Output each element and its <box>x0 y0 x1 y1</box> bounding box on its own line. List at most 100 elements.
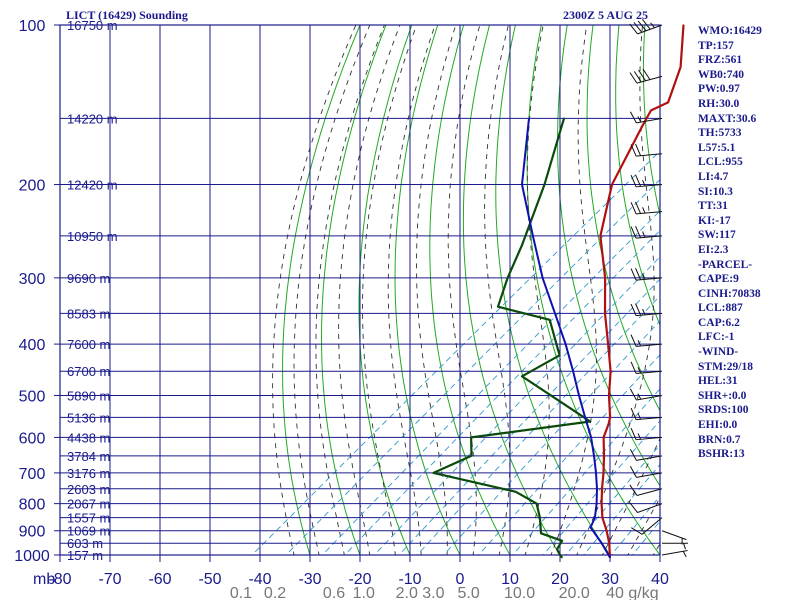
temperature-point <box>607 343 609 345</box>
dewpoint-point <box>470 455 473 457</box>
index-item: BSHR:13 <box>698 448 745 461</box>
dewpoint-point <box>576 412 579 415</box>
pressure-tick-label: 500 <box>19 388 46 405</box>
moist-adiabat <box>362 25 418 555</box>
parcel-point <box>532 235 534 237</box>
wind-barb-half-flag <box>637 116 642 123</box>
index-item: KI:-17 <box>698 214 731 227</box>
index-item: HEL:31 <box>698 375 738 388</box>
wind-barb-flag <box>630 427 637 440</box>
wind-barb <box>630 143 663 157</box>
wind-barb-flag <box>629 72 638 84</box>
wind-barb-staff <box>641 517 663 535</box>
wind-barb-flag <box>629 466 637 478</box>
mixing-ratio-label: 5.0 <box>457 585 479 600</box>
height-label: 10950 m <box>67 229 118 244</box>
wind-barb <box>630 334 663 347</box>
mixing-ratio-line <box>565 444 660 555</box>
index-item: TT:31 <box>698 200 728 213</box>
parcel-point <box>590 436 592 439</box>
dewpoint-point <box>589 420 591 423</box>
chart-title: LICT (16429) Sounding <box>66 8 188 22</box>
index-item: SHR+:0.0 <box>698 389 747 402</box>
wind-barb-flag <box>630 144 637 157</box>
wind-barb <box>629 448 663 461</box>
pressure-tick-label: 400 <box>19 337 46 354</box>
dewpoint-point <box>540 532 542 535</box>
mixing-ratio-label: 0.6 <box>323 585 345 600</box>
temperature-point <box>607 422 610 425</box>
parcel-point <box>600 542 603 544</box>
height-label: 1069 m <box>67 524 110 539</box>
parcel-point <box>595 502 598 505</box>
mixing-ratio-line <box>251 150 660 555</box>
wind-barb-flag <box>635 174 642 187</box>
wind-barb <box>629 19 663 35</box>
index-item: LFC:-1 <box>698 331 735 344</box>
moist-adiabat <box>272 25 357 555</box>
wind-barb-half-flag <box>637 433 642 440</box>
temperature-point <box>604 312 606 315</box>
temperature-tick-label: 30 <box>601 571 619 588</box>
wind-barb-flag <box>635 303 642 316</box>
index-item: STM:29/18 <box>698 360 753 373</box>
wind-barb-staff <box>661 530 687 541</box>
temperature-point <box>603 455 605 457</box>
dewpoint-point <box>556 548 558 550</box>
wind-barb <box>629 502 663 514</box>
height-label: 5136 m <box>67 410 110 425</box>
index-item: FRZ:561 <box>698 54 743 67</box>
temperature-point <box>611 183 613 186</box>
dry-adiabat <box>358 25 413 555</box>
dewpoint-point <box>535 502 538 505</box>
temperature-tick-label: -10 <box>398 571 421 588</box>
wind-barb-flag <box>630 268 637 281</box>
wind-barb <box>629 388 663 401</box>
wind-barb-flag <box>633 71 642 83</box>
wind-barb-half-flag <box>642 231 646 238</box>
wind-barb <box>661 530 687 545</box>
temperature-tick-label: 0 <box>456 571 465 588</box>
height-label: 14220 m <box>67 111 118 126</box>
temperature-point <box>601 516 604 519</box>
wind-barb-half-flag <box>642 180 646 187</box>
dewpoint-point <box>561 556 563 559</box>
dry-adiabat <box>394 25 461 555</box>
wind-barb-flag <box>635 225 642 238</box>
pressure-tick-label: 700 <box>19 466 46 483</box>
index-item: LI:4.7 <box>698 170 729 183</box>
wind-barb <box>629 68 663 84</box>
mixing-ratio-label: 40 g/kg <box>606 585 658 600</box>
wind-barb-flag <box>629 388 637 401</box>
wind-barb-half-flag <box>682 551 687 558</box>
temperature-tick-label: 40 <box>651 571 669 588</box>
wind-barb-staff <box>636 472 663 478</box>
moist-adiabat <box>338 25 401 555</box>
wind-barbs <box>629 19 688 558</box>
sounding-traces <box>432 24 685 559</box>
parcel-point <box>541 277 544 279</box>
index-item: BRN:0.7 <box>698 433 741 446</box>
dewpoint-point <box>563 117 565 120</box>
temperature-tick-label: -30 <box>298 571 321 588</box>
dry-adiabat <box>282 25 361 555</box>
height-label: 6700 m <box>67 364 110 379</box>
height-label: 1557 m <box>67 511 110 526</box>
dry-adiabat <box>526 25 660 555</box>
index-item: SI:10.3 <box>698 185 733 198</box>
index-item: L57:5.1 <box>698 141 736 154</box>
dry-adiabat <box>557 25 660 487</box>
pressure-tick-label: 600 <box>19 430 46 447</box>
dewpoint-point <box>561 540 563 542</box>
height-label: 9690 m <box>67 271 110 286</box>
dry-adiabat <box>495 25 611 555</box>
pressure-tick-label: 900 <box>19 524 46 541</box>
parcel-trace <box>521 118 611 559</box>
dewpoint-point <box>470 436 472 439</box>
parcel-point <box>554 312 556 315</box>
wind-barb <box>630 427 663 441</box>
dewpoint-point <box>506 277 509 279</box>
wind-barb <box>631 517 663 535</box>
wind-barb <box>630 201 663 215</box>
